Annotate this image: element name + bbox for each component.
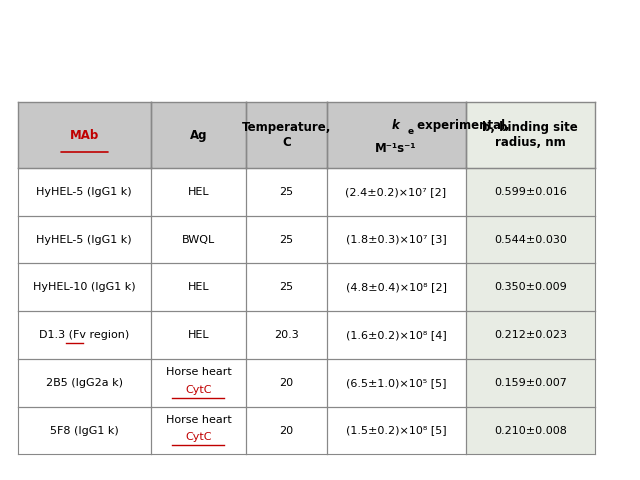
Bar <box>465 311 595 359</box>
Text: 0.599±0.016: 0.599±0.016 <box>494 187 567 197</box>
Text: e: e <box>408 127 414 136</box>
Bar <box>18 216 150 264</box>
Text: Ag: Ag <box>189 129 207 142</box>
Bar <box>326 102 465 168</box>
Bar <box>18 102 150 168</box>
Text: (6.5±1.0)×10⁵ [5]: (6.5±1.0)×10⁵ [5] <box>346 378 446 388</box>
Bar <box>18 168 150 216</box>
Bar <box>465 168 595 216</box>
Bar <box>18 359 150 407</box>
Text: D1.3 (Fv region): D1.3 (Fv region) <box>39 330 129 340</box>
Bar <box>326 168 465 216</box>
Text: 0.544±0.030: 0.544±0.030 <box>494 235 567 244</box>
Text: Horse heart: Horse heart <box>166 415 231 425</box>
Bar <box>150 407 246 455</box>
Text: 25: 25 <box>279 282 294 292</box>
Bar <box>465 407 595 455</box>
Text: experimental,: experimental, <box>413 120 510 132</box>
Bar <box>326 407 465 455</box>
Bar <box>18 264 150 311</box>
Bar <box>465 102 595 168</box>
Bar <box>246 102 326 168</box>
Bar <box>326 216 465 264</box>
Text: 0.350±0.009: 0.350±0.009 <box>494 282 567 292</box>
Bar <box>246 407 326 455</box>
Text: 0.210±0.008: 0.210±0.008 <box>494 425 567 435</box>
Bar <box>465 264 595 311</box>
Bar <box>326 311 465 359</box>
Bar <box>246 168 326 216</box>
Text: 25: 25 <box>279 187 294 197</box>
Text: 20: 20 <box>279 425 294 435</box>
Text: Empirical binding rate constant values and corresponding calculated effective
bi: Empirical binding rate constant values a… <box>0 24 640 57</box>
Text: b, binding site
radius, nm: b, binding site radius, nm <box>483 121 578 149</box>
Text: (4.8±0.4)×10⁸ [2]: (4.8±0.4)×10⁸ [2] <box>346 282 447 292</box>
Bar <box>18 407 150 455</box>
Bar <box>150 168 246 216</box>
Text: (1.5±0.2)×10⁸ [5]: (1.5±0.2)×10⁸ [5] <box>346 425 446 435</box>
Bar <box>18 311 150 359</box>
Text: 20.3: 20.3 <box>274 330 299 340</box>
Text: 20: 20 <box>279 378 294 388</box>
Bar <box>465 359 595 407</box>
Text: 2B5 (IgG2a k): 2B5 (IgG2a k) <box>45 378 123 388</box>
Text: HyHEL-5 (IgG1 k): HyHEL-5 (IgG1 k) <box>36 187 132 197</box>
Text: HEL: HEL <box>188 187 209 197</box>
Bar <box>246 264 326 311</box>
Text: HyHEL-10 (IgG1 k): HyHEL-10 (IgG1 k) <box>33 282 136 292</box>
Text: (2.4±0.2)×10⁷ [2]: (2.4±0.2)×10⁷ [2] <box>346 187 447 197</box>
Text: 5F8 (IgG1 k): 5F8 (IgG1 k) <box>50 425 118 435</box>
Text: CytC: CytC <box>185 432 212 442</box>
Text: 0.212±0.023: 0.212±0.023 <box>494 330 567 340</box>
Bar <box>246 311 326 359</box>
Text: M⁻¹s⁻¹: M⁻¹s⁻¹ <box>375 142 417 155</box>
Bar <box>150 102 246 168</box>
Bar <box>150 359 246 407</box>
Text: HEL: HEL <box>188 282 209 292</box>
Bar <box>246 216 326 264</box>
Bar <box>326 264 465 311</box>
Bar <box>326 359 465 407</box>
Bar <box>150 216 246 264</box>
Text: (1.6±0.2)×10⁸ [4]: (1.6±0.2)×10⁸ [4] <box>346 330 446 340</box>
Text: 0.159±0.007: 0.159±0.007 <box>494 378 567 388</box>
Text: (1.8±0.3)×10⁷ [3]: (1.8±0.3)×10⁷ [3] <box>346 235 446 244</box>
Text: HyHEL-5 (IgG1 k): HyHEL-5 (IgG1 k) <box>36 235 132 244</box>
Bar <box>150 311 246 359</box>
Text: k: k <box>392 120 400 132</box>
Bar <box>246 359 326 407</box>
Text: HEL: HEL <box>188 330 209 340</box>
Text: Temperature,
C: Temperature, C <box>242 121 331 149</box>
Text: 25: 25 <box>279 235 294 244</box>
Text: CytC: CytC <box>185 384 212 395</box>
Text: BWQL: BWQL <box>182 235 215 244</box>
Bar <box>150 264 246 311</box>
Bar <box>465 216 595 264</box>
Text: Horse heart: Horse heart <box>166 367 231 377</box>
Text: MAb: MAb <box>70 129 99 142</box>
